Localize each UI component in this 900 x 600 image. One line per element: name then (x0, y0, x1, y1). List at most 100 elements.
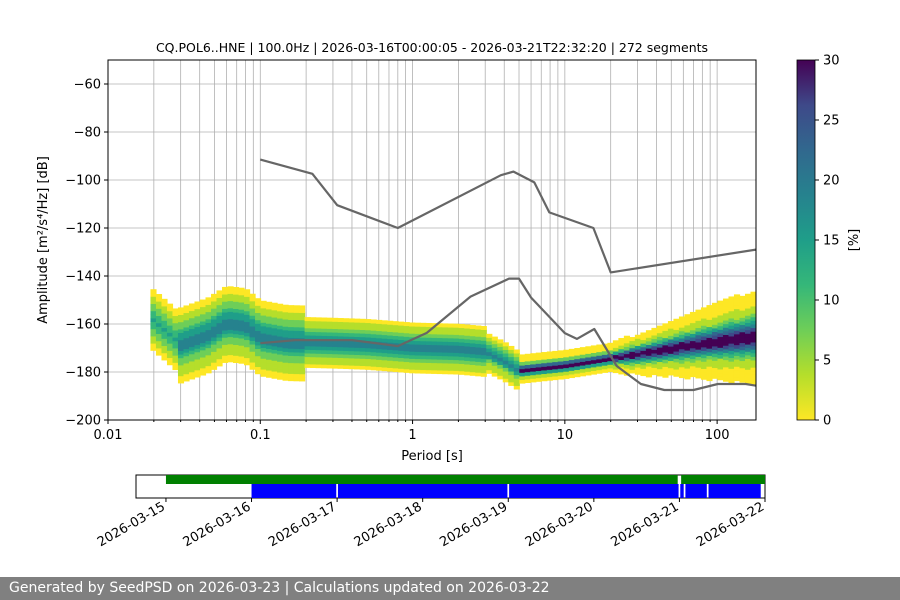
heatmap-cell (700, 336, 708, 341)
heatmap-cell (678, 327, 686, 332)
heatmap-cell (398, 336, 405, 341)
heatmap-cell (271, 324, 278, 329)
heatmap-cell (750, 320, 756, 325)
heatmap-cell (381, 356, 388, 361)
heatmap-cell (150, 336, 157, 341)
heatmap-cell (211, 344, 218, 349)
heatmap-cell (722, 370, 730, 375)
heatmap-cell (222, 337, 229, 342)
heatmap-cell (535, 359, 542, 364)
heatmap-cell (370, 344, 377, 349)
heatmap-cell (343, 318, 350, 323)
heatmap-cell (288, 319, 295, 324)
heatmap-cell (238, 334, 245, 339)
heatmap-cell (728, 343, 735, 348)
heatmap-cell (700, 364, 708, 369)
heatmap-cell (695, 327, 702, 332)
heatmap-cell (706, 344, 713, 349)
heatmap-cell (310, 349, 317, 354)
heatmap-cell (315, 364, 322, 369)
heatmap-cell (733, 344, 741, 349)
heatmap-cell (337, 346, 344, 351)
heatmap-cell (359, 326, 366, 331)
heatmap-cell (199, 331, 207, 336)
heatmap-cell (304, 327, 311, 332)
heatmap-cell (579, 368, 586, 373)
heatmap-cell (299, 312, 306, 317)
heatmap-cell (739, 357, 746, 362)
heatmap-cell (354, 343, 361, 348)
heatmap-cell (739, 324, 746, 329)
heatmap-cell (673, 333, 680, 338)
heatmap-cell (321, 346, 328, 351)
heatmap-cell (678, 338, 686, 343)
heatmap-cell (321, 342, 328, 347)
heatmap-cell (695, 352, 702, 357)
heatmap-cell (183, 373, 190, 378)
heatmap-cell (249, 333, 256, 338)
heatmap-cell (370, 323, 377, 328)
heatmap-cell (321, 321, 328, 326)
heatmap-cell (403, 365, 410, 370)
heatmap-cell (293, 308, 300, 313)
heatmap-cell (194, 348, 201, 353)
heatmap-cell (266, 330, 273, 335)
heatmap-cell (271, 313, 278, 318)
heatmap-cell (199, 371, 207, 376)
heatmap-cell (233, 319, 240, 324)
heatmap-cell (233, 290, 240, 295)
heatmap-cell (700, 357, 708, 362)
heatmap-cell (656, 358, 664, 363)
heatmap-cell (403, 350, 410, 355)
heatmap-cell (166, 343, 174, 348)
heatmap-cell (260, 315, 267, 320)
heatmap-cell (541, 362, 548, 367)
heatmap-cell (717, 354, 724, 359)
heatmap-cell (722, 363, 730, 368)
heatmap-cell (293, 323, 300, 328)
heatmap-cell (205, 369, 212, 374)
heatmap-cell (288, 305, 295, 310)
heatmap-cell (684, 314, 691, 319)
heatmap-cell (447, 352, 454, 357)
heatmap-cell (519, 379, 526, 384)
heatmap-cell (282, 326, 289, 331)
heatmap-cell (711, 353, 719, 358)
heatmap-cell (497, 357, 504, 362)
heatmap-cell (282, 351, 289, 356)
heatmap-cell (596, 348, 603, 353)
heatmap-cell (480, 354, 487, 359)
heatmap-cell (266, 316, 273, 321)
heatmap-cell (260, 354, 267, 359)
heatmap-cell (711, 371, 719, 376)
heatmap-cell (244, 292, 251, 297)
heatmap-cell (255, 348, 262, 353)
heatmap-cell (706, 323, 713, 328)
heatmap-cell (750, 316, 756, 321)
heatmap-cell (464, 360, 471, 365)
heatmap-cell (150, 318, 157, 323)
heatmap-cell (486, 355, 493, 360)
heatmap-cell (420, 355, 427, 360)
heatmap-cell (464, 338, 471, 343)
heatmap-cell (172, 340, 179, 345)
heatmap-cell (299, 366, 306, 371)
heatmap-cell (645, 373, 653, 378)
heatmap-cell (381, 352, 388, 357)
heatmap-cell (205, 308, 212, 313)
heatmap-cell (684, 335, 691, 340)
heatmap-cell (199, 353, 207, 358)
heatmap-cell (166, 307, 174, 312)
heatmap-cell (183, 366, 190, 371)
heatmap-cell (255, 370, 262, 375)
heatmap-cell (480, 369, 487, 374)
heatmap-cell (442, 355, 449, 360)
heatmap-cell (706, 369, 713, 374)
heatmap-cell (177, 343, 185, 348)
heatmap-cell (194, 326, 201, 331)
heatmap-cell (326, 350, 333, 355)
heatmap-cell (458, 324, 465, 329)
heatmap-cell (194, 337, 201, 342)
heatmap-cell (629, 337, 636, 342)
heatmap-cell (161, 334, 168, 339)
